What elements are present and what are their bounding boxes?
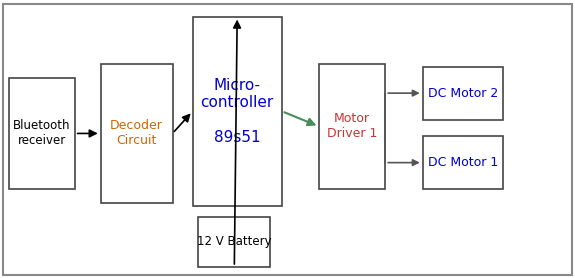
- FancyBboxPatch shape: [423, 67, 503, 120]
- FancyBboxPatch shape: [9, 78, 75, 189]
- Text: DC Motor 2: DC Motor 2: [428, 87, 498, 100]
- FancyBboxPatch shape: [423, 136, 503, 189]
- Text: Decoder
Circuit: Decoder Circuit: [110, 120, 163, 147]
- Text: 12 V Battery: 12 V Battery: [197, 235, 271, 248]
- Text: Micro-
controller

89s51: Micro- controller 89s51: [201, 78, 274, 145]
- FancyBboxPatch shape: [101, 64, 172, 203]
- Text: Bluetooth
receiver: Bluetooth receiver: [13, 120, 70, 147]
- FancyBboxPatch shape: [319, 64, 385, 189]
- FancyBboxPatch shape: [193, 17, 282, 206]
- FancyBboxPatch shape: [198, 217, 270, 267]
- Text: Motor
Driver 1: Motor Driver 1: [327, 113, 377, 140]
- Text: DC Motor 1: DC Motor 1: [428, 156, 498, 169]
